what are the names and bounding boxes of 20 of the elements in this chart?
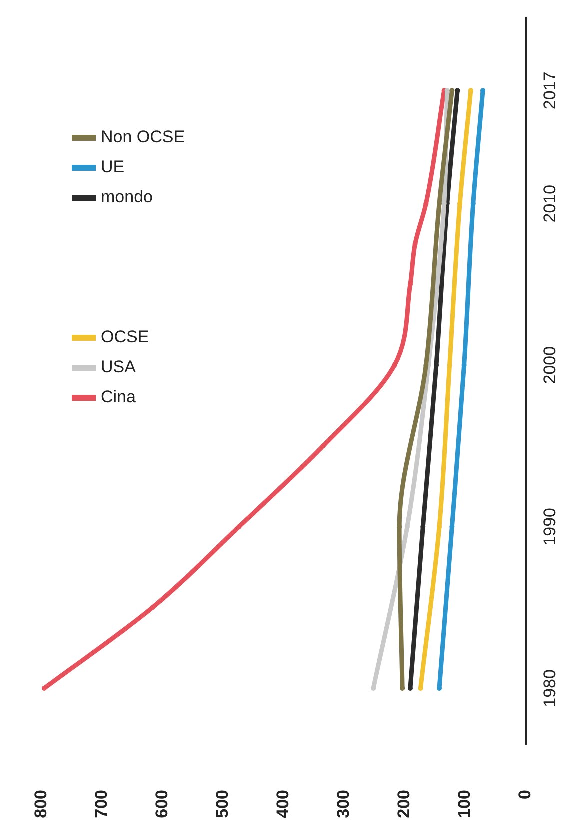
legend-label: Cina <box>101 388 137 407</box>
x-tick-label: 300 <box>334 790 354 818</box>
legend-label: mondo <box>101 188 153 207</box>
y-tick-label: 1980 <box>540 670 560 708</box>
x-tick-label: 100 <box>455 790 474 818</box>
legend-label: USA <box>101 358 137 377</box>
legend-label: OCSE <box>101 328 150 347</box>
y-tick-label: 2000 <box>540 346 560 384</box>
x-tick-label: 600 <box>152 790 172 818</box>
x-tick-label: 400 <box>274 790 293 818</box>
legend-label: UE <box>101 158 125 177</box>
x-tick-label: 700 <box>92 790 112 818</box>
x-tick-label: 500 <box>213 790 232 818</box>
legend-label: Non OCSE <box>101 128 186 147</box>
x-tick-label: 800 <box>32 790 51 818</box>
x-tick-label: 0 <box>516 790 535 800</box>
y-tick-label: 2017 <box>540 72 560 110</box>
y-tick-label: 2010 <box>540 184 560 223</box>
x-tick-label: 200 <box>394 790 414 818</box>
y-tick-label: 1990 <box>540 508 560 546</box>
